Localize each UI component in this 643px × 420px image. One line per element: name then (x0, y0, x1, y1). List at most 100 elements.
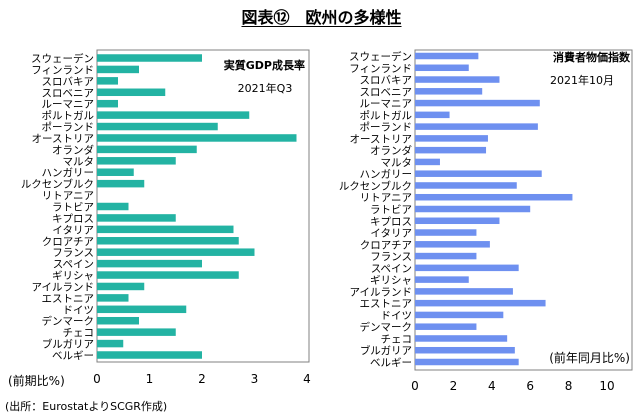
bar-6 (97, 111, 250, 119)
category-label: フィンランド (349, 63, 412, 75)
bar-17 (97, 237, 239, 245)
bar-10 (415, 158, 440, 166)
category-label: ブルガリア (42, 338, 94, 351)
bar-7 (97, 122, 218, 131)
category-label: スロベニア (360, 86, 413, 98)
category-label: ハンガリー (360, 169, 413, 181)
x-tick-label: 1 (146, 372, 154, 386)
category-label: ギリシャ (370, 275, 412, 287)
category-label: スウェーデン (31, 52, 94, 65)
category-label: イタリア (52, 224, 94, 236)
bar-15 (415, 217, 500, 225)
bar-19 (97, 259, 202, 268)
category-label: フランス (370, 251, 412, 263)
source-note: (出所：EurostatよりSCGR作成) (5, 400, 168, 413)
bar-3 (415, 76, 500, 83)
category-label: ルーマニア (360, 98, 413, 110)
chart-period: 2021年Q3 (238, 81, 293, 95)
bar-17 (415, 241, 490, 248)
category-label: ポーランド (360, 122, 413, 134)
bar-16 (97, 225, 234, 234)
bar-3 (97, 77, 118, 85)
category-label: ポルトガル (360, 110, 413, 122)
category-label: チェコ (63, 327, 95, 339)
bar-9 (97, 145, 197, 154)
category-label: ドイツ (381, 310, 413, 322)
category-label: ギリシャ (52, 270, 94, 282)
x-tick-label: 0 (93, 372, 101, 386)
category-label: ルーマニア (42, 99, 95, 111)
category-label: アイルランド (350, 286, 412, 298)
x-tick-label: 6 (526, 379, 534, 393)
bar-24 (97, 316, 139, 325)
bar-7 (415, 123, 538, 130)
category-label: スウェーデン (349, 50, 412, 63)
bar-24 (415, 323, 477, 330)
category-label: ポーランド (42, 122, 95, 134)
x-tick-label: 2 (198, 372, 206, 386)
x-tick-label: 8 (565, 379, 573, 393)
bar-21 (97, 282, 145, 291)
category-label: デンマーク (360, 321, 413, 334)
x-axis-unit-label: (前年同月比%) (549, 350, 630, 365)
bar-22 (415, 299, 546, 307)
category-label: スペイン (53, 259, 94, 271)
chart-period: 2021年10月 (550, 73, 614, 87)
category-label: スロバキア (360, 75, 413, 87)
x-tick-label: 3 (251, 372, 259, 386)
x-tick-label: 0 (411, 379, 419, 393)
bar-9 (415, 146, 487, 154)
bar-8 (415, 135, 488, 142)
category-label: ドイツ (63, 304, 95, 316)
category-label: マルタ (381, 157, 413, 169)
bar-20 (97, 271, 239, 279)
category-label: リトアニア (360, 192, 412, 204)
category-label: クロアチア (42, 236, 94, 248)
category-label: ルクセンブルク (21, 178, 94, 191)
bar-22 (97, 294, 129, 302)
bar-6 (415, 111, 450, 119)
bar-11 (97, 168, 134, 176)
bar-2 (415, 64, 469, 72)
bar-12 (97, 179, 145, 188)
category-label: キプロス (370, 216, 412, 228)
bar-18 (97, 248, 255, 256)
bar-14 (97, 202, 129, 211)
category-label: デンマーク (42, 315, 95, 328)
bar-1 (415, 52, 479, 60)
bar-23 (97, 305, 187, 314)
category-label: オーストリア (32, 133, 94, 145)
category-label: ポルトガル (42, 110, 95, 122)
category-label: ベルギー (370, 357, 412, 369)
bar-25 (415, 335, 508, 342)
category-label: マルタ (63, 156, 95, 168)
bar-27 (415, 358, 519, 366)
category-label: オランダ (370, 144, 412, 157)
category-label: ブルガリア (360, 344, 412, 357)
bar-20 (415, 276, 469, 283)
bar-26 (415, 346, 515, 354)
category-label: ラトビア (370, 204, 412, 216)
x-tick-label: 10 (599, 379, 614, 393)
plot-frame (96, 49, 310, 363)
bar-11 (415, 170, 542, 177)
bar-15 (97, 214, 176, 222)
category-label: ルクセンブルク (339, 179, 412, 192)
bar-2 (97, 65, 139, 74)
category-label: オランダ (52, 143, 94, 156)
category-label: チェコ (381, 333, 413, 345)
x-tick-label: 4 (303, 372, 311, 386)
category-label: オーストリア (350, 133, 412, 145)
category-label: アイルランド (32, 281, 94, 293)
category-label: イタリア (370, 228, 412, 240)
gdp-growth-chart: スウェーデンフィンランドスロバキアスロベニアルーマニアポルトガルポーランドオース… (8, 49, 311, 388)
bar-10 (97, 157, 176, 165)
category-label: フランス (52, 247, 94, 259)
bar-4 (97, 88, 166, 97)
bar-25 (97, 328, 176, 336)
category-label: エストニア (42, 293, 95, 305)
category-label: キプロス (52, 213, 94, 225)
bar-13 (415, 193, 573, 201)
